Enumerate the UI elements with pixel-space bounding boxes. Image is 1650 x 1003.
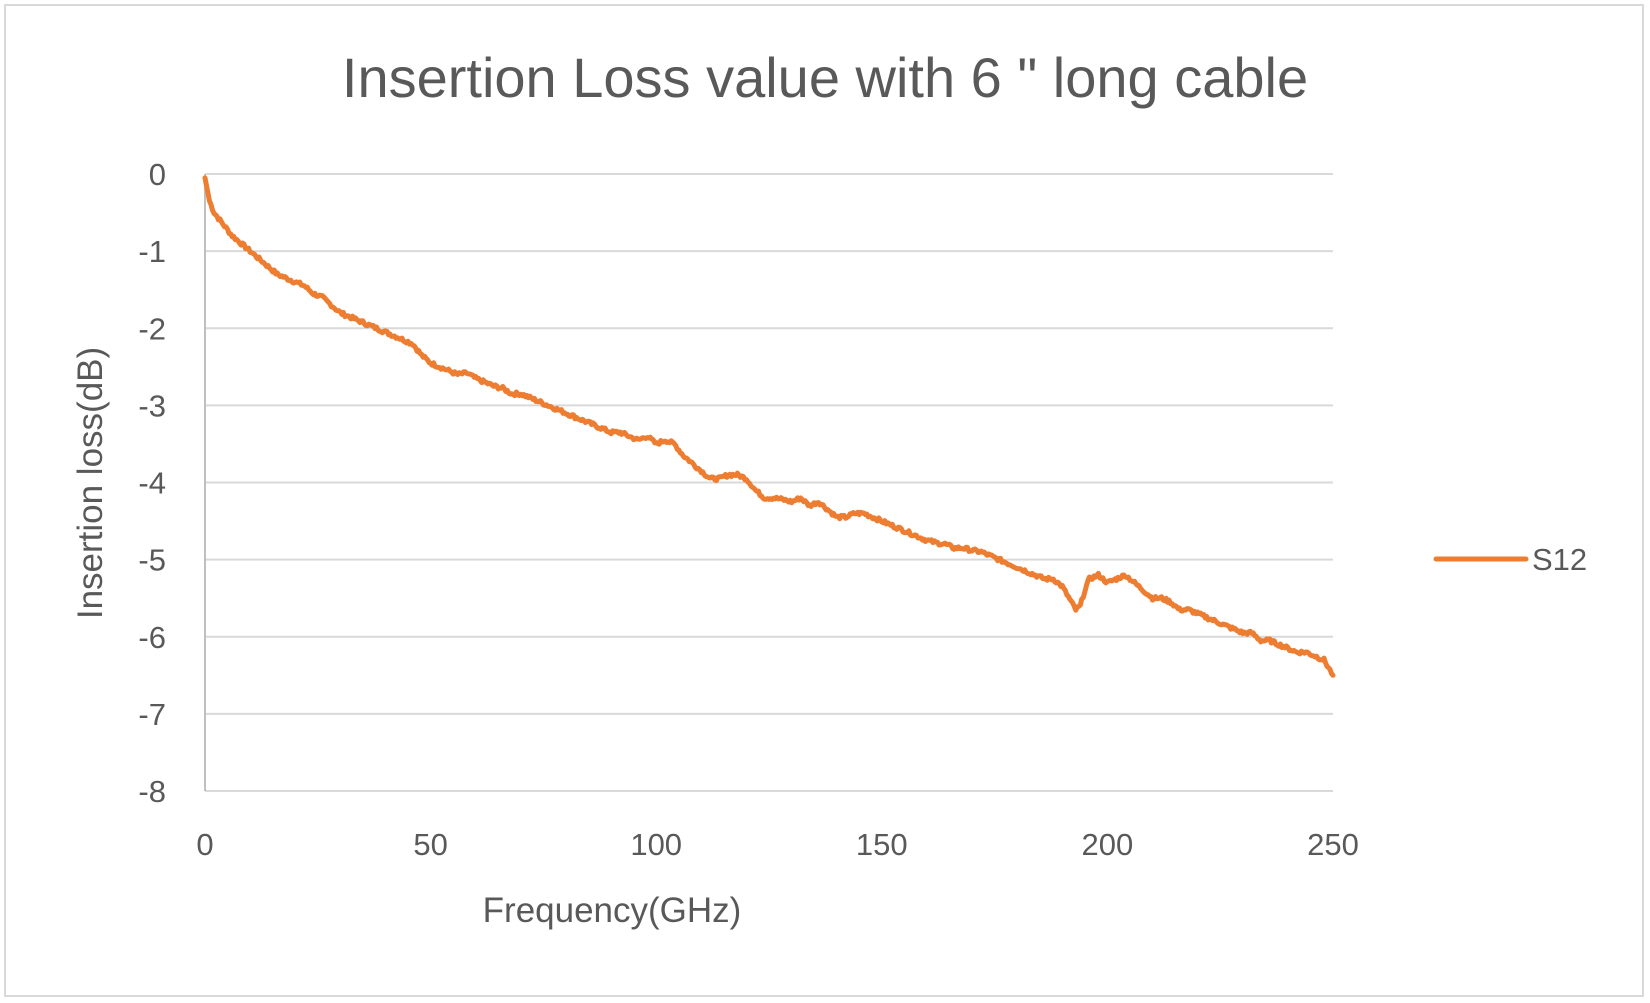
legend[interactable]: S12 xyxy=(1433,542,1587,577)
y-tick-label: -1 xyxy=(138,234,166,269)
y-tick-label: -3 xyxy=(138,388,166,423)
x-axis-ticks: 0 50 100 150 200 250 xyxy=(196,827,1358,862)
y-axis-ticks: 0 -1 -2 -3 -4 -5 -6 -7 -8 xyxy=(138,157,166,809)
x-tick-label: 100 xyxy=(630,827,682,862)
x-axis-title: Frequency(GHz) xyxy=(483,891,742,930)
legend-label: S12 xyxy=(1532,542,1587,577)
x-tick-label: 0 xyxy=(196,827,213,862)
x-tick-label: 150 xyxy=(856,827,908,862)
x-tick-label: 250 xyxy=(1307,827,1359,862)
x-tick-label: 50 xyxy=(413,827,447,862)
y-tick-label: -4 xyxy=(138,466,166,501)
y-tick-label: -5 xyxy=(138,543,166,578)
y-tick-label: -7 xyxy=(138,697,166,732)
x-tick-label: 200 xyxy=(1082,827,1134,862)
gridlines xyxy=(205,173,1333,792)
series-group xyxy=(202,175,1336,678)
chart-frame xyxy=(4,4,1644,997)
y-tick-label: -8 xyxy=(138,774,166,809)
series-line-s12[interactable] xyxy=(202,175,1336,678)
y-axis-title: Insertion loss(dB) xyxy=(71,347,110,619)
y-tick-label: 0 xyxy=(149,157,166,192)
y-tick-label: -2 xyxy=(138,311,166,346)
y-tick-label: -6 xyxy=(138,620,166,655)
chart-title: Insertion Loss value with 6 " long cable xyxy=(342,46,1308,109)
